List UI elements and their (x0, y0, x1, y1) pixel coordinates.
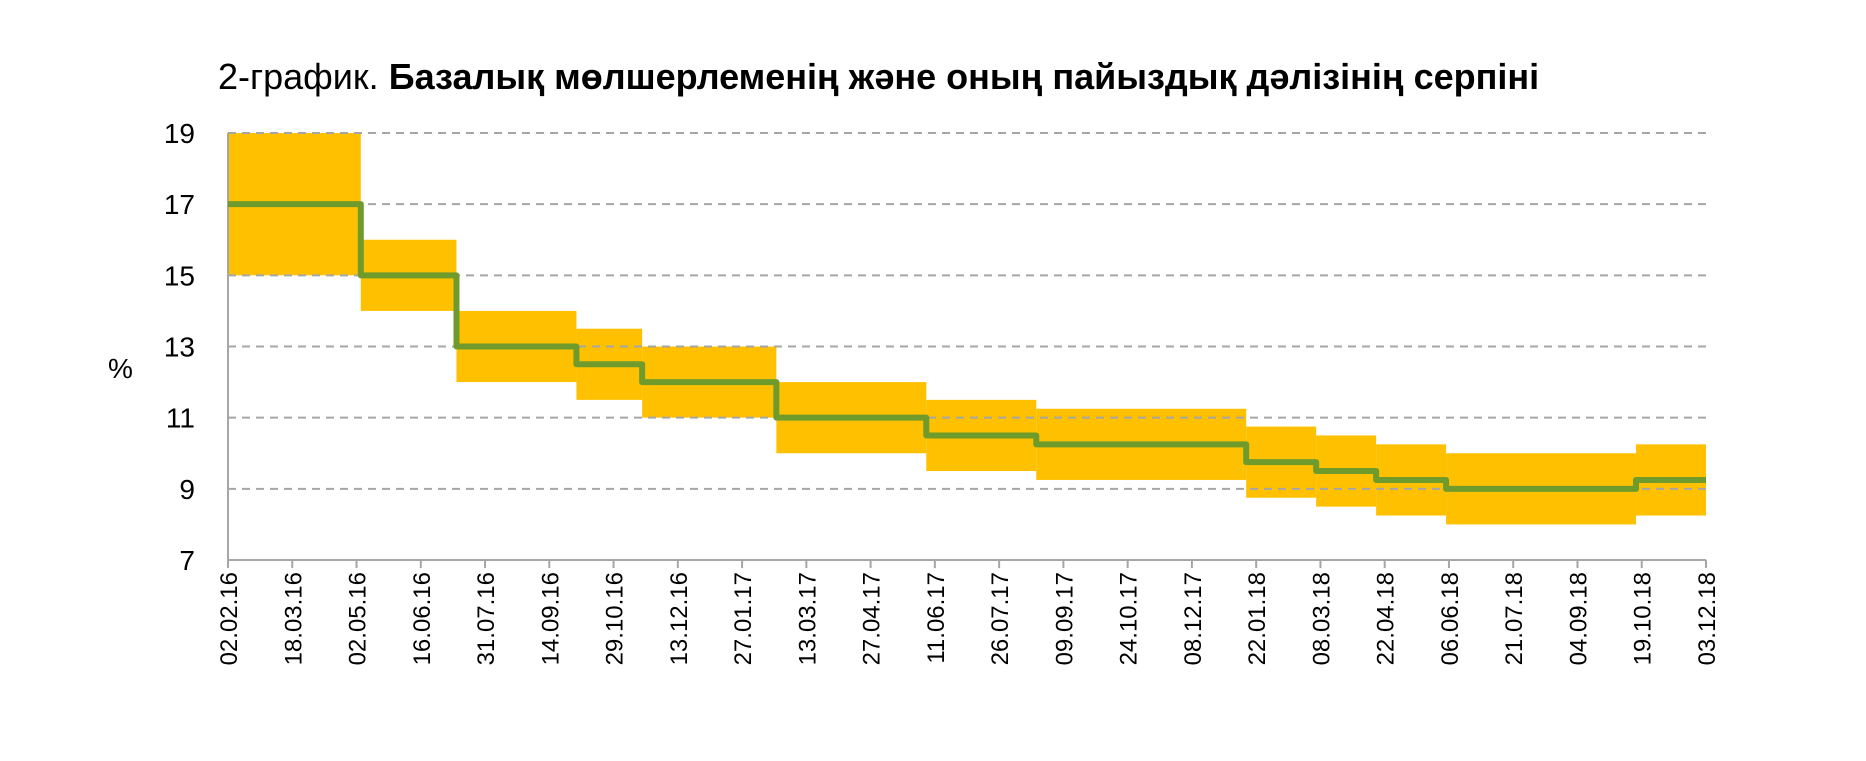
y-tick-label-9: 9 (179, 474, 195, 505)
x-tick-label-13: 09.09.17 (1051, 572, 1078, 665)
chart-title-prefix: 2-график. (218, 56, 379, 97)
chart-title-bold: Базалық мөлшерлеменің және оның пайыздық… (388, 56, 1540, 97)
y-tick-label-11: 11 (166, 403, 195, 434)
y-tick-label-13: 13 (164, 332, 195, 363)
x-tick-label-21: 04.09.18 (1565, 572, 1592, 665)
x-tick-label-23: 03.12.18 (1694, 572, 1721, 665)
x-tick-label-18: 22.04.18 (1373, 572, 1400, 665)
x-tick-label-22: 19.10.18 (1630, 572, 1657, 665)
x-tick-label-5: 14.09.16 (537, 572, 564, 665)
x-tick-label-19: 06.06.18 (1437, 572, 1464, 665)
x-tick-label-11: 11.06.17 (923, 572, 950, 664)
y-tick-label-19: 19 (164, 118, 195, 149)
x-tick-label-0: 02.02.16 (216, 572, 243, 665)
x-tick-label-20: 21.07.18 (1501, 572, 1528, 665)
y-tick-label-15: 15 (164, 260, 195, 291)
x-tick-label-1: 18.03.16 (280, 572, 307, 665)
x-tick-label-7: 13.12.16 (666, 572, 693, 665)
x-tick-labels: 02.02.16 18.03.16 02.05.16 16.06.16 31.07.16… (216, 560, 1721, 665)
x-tick-label-17: 08.03.18 (1308, 572, 1335, 665)
y-tick-label-7: 7 (179, 545, 195, 576)
rate-line-group (228, 201, 1706, 492)
x-tick-label-10: 27.04.17 (859, 572, 886, 665)
chart-title: 2-график. Базалық мөлшерлеменің және оны… (218, 56, 1539, 98)
y-tick-label-17: 17 (164, 189, 195, 220)
x-tick-label-8: 27.01.17 (730, 572, 757, 665)
x-tick-label-16: 22.01.18 (1244, 572, 1271, 665)
y-tick-labels: 7 9 11 13 15 17 19 (164, 118, 195, 576)
x-tick-label-12: 26.07.17 (987, 572, 1014, 665)
y-axis-label: % (108, 353, 133, 384)
x-tick-label-6: 29.10.16 (602, 572, 629, 665)
corridor-bands (228, 133, 1706, 525)
x-tick-label-3: 16.06.16 (409, 572, 436, 665)
x-tick-label-15: 08.12.17 (1180, 572, 1207, 665)
x-tick-label-14: 24.10.17 (1116, 572, 1143, 665)
x-tick-label-2: 02.05.16 (345, 572, 372, 665)
x-tick-label-4: 31.07.16 (473, 572, 500, 665)
rate-line (228, 201, 1706, 492)
x-tick-label-9: 13.03.17 (794, 572, 821, 665)
